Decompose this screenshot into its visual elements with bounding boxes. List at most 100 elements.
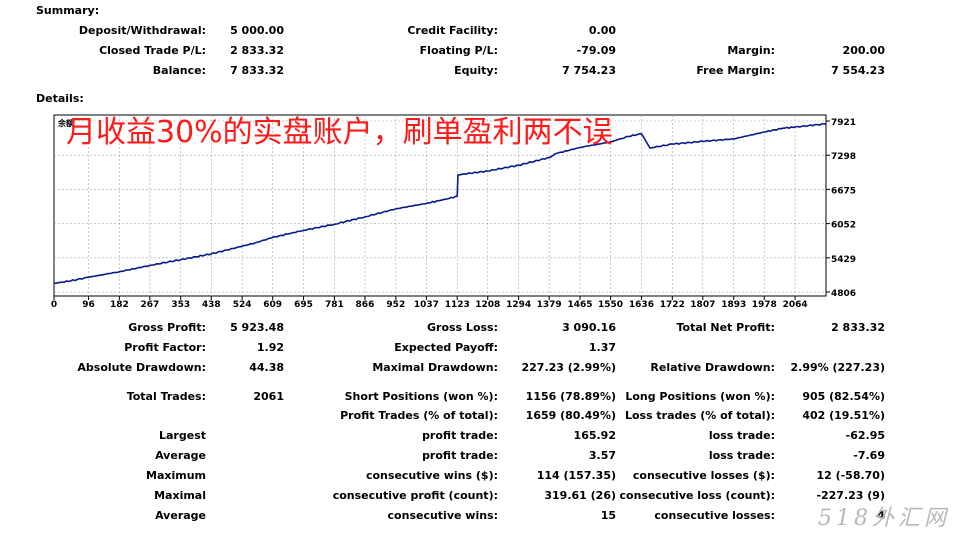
x-tick-label: 1208 xyxy=(475,300,500,310)
stat-value: 905 (82.54%) xyxy=(802,390,885,403)
stat-value: 165.92 xyxy=(573,429,616,442)
details-title: Details: xyxy=(36,92,84,105)
y-tick-label: 7921 xyxy=(831,118,856,128)
stat-label: Credit Facility: xyxy=(407,24,498,37)
stat-value: 0.00 xyxy=(588,24,616,37)
stat-value: -79.09 xyxy=(576,44,616,57)
stat-label: Floating P/L: xyxy=(419,44,498,57)
x-tick-label: 1379 xyxy=(537,300,562,310)
y-tick-label: 6052 xyxy=(831,221,856,231)
x-tick-label: 1978 xyxy=(752,300,777,310)
x-tick-label: 0 xyxy=(51,300,57,310)
stat-label: consecutive profit (count): xyxy=(332,489,498,502)
stat-value: -62.95 xyxy=(845,429,885,442)
stat-label: Total Net Profit: xyxy=(676,321,776,334)
stat-label: Average xyxy=(155,449,206,462)
stat-label: Profit Trades (% of total): xyxy=(340,409,498,422)
y-tick-label: 4806 xyxy=(831,289,856,299)
x-tick-label: 695 xyxy=(294,300,313,310)
stat-label: profit trade: xyxy=(422,449,498,462)
stat-value: 227.23 (2.99%) xyxy=(521,361,617,374)
stat-label: Margin: xyxy=(727,44,775,57)
x-tick-label: 524 xyxy=(233,300,252,310)
x-tick-label: 1893 xyxy=(721,300,746,310)
x-tick-label: 1123 xyxy=(445,300,470,310)
x-tick-label: 609 xyxy=(263,300,282,310)
stat-value: 7 833.32 xyxy=(230,64,284,77)
stat-value: 5 000.00 xyxy=(230,24,284,37)
x-tick-label: 267 xyxy=(140,300,159,310)
promo-overlay-text: 月收益30%的实盘账户，刷单盈利两不误 xyxy=(66,115,613,150)
stat-label: Largest xyxy=(159,429,206,442)
stat-label: Profit Factor: xyxy=(124,341,206,354)
stat-value: 7 554.23 xyxy=(831,64,885,77)
stat-label: loss trade: xyxy=(708,449,775,462)
x-tick-label: 1807 xyxy=(690,300,715,310)
x-tick-label: 952 xyxy=(386,300,405,310)
stat-value: 1.92 xyxy=(256,341,284,354)
x-tick-label: 2064 xyxy=(783,300,808,310)
stat-label: Gross Loss: xyxy=(427,321,498,334)
stat-value: 15 xyxy=(600,509,616,522)
x-tick-label: 438 xyxy=(202,300,221,310)
y-tick-label: 5429 xyxy=(831,255,856,265)
stat-value: 2061 xyxy=(253,390,284,403)
x-tick-label: 353 xyxy=(171,300,190,310)
stat-value: 2.99% (227.23) xyxy=(790,361,886,374)
stat-label: Maximum xyxy=(146,469,206,482)
stat-label: consecutive loss (count): xyxy=(619,489,775,502)
stat-label: Total Trades: xyxy=(126,390,206,403)
stat-label: consecutive wins ($): xyxy=(365,469,498,482)
site-watermark: 518外汇网 xyxy=(818,506,950,531)
stat-label: consecutive wins: xyxy=(387,509,498,522)
stat-value: 2 833.32 xyxy=(230,44,284,57)
stat-label: Deposit/Withdrawal: xyxy=(78,24,206,37)
x-tick-label: 1294 xyxy=(506,300,531,310)
stat-value: 200.00 xyxy=(842,44,885,57)
stat-label: Loss trades (% of total): xyxy=(624,409,775,422)
stat-value: 319.61 (26) xyxy=(544,489,616,502)
stat-label: Equity: xyxy=(454,64,498,77)
stat-value: 1659 (80.49%) xyxy=(525,409,616,422)
stat-label: Maximal Drawdown: xyxy=(372,361,498,374)
stat-value: 1156 (78.89%) xyxy=(525,390,616,403)
x-tick-label: 1037 xyxy=(414,300,439,310)
stat-label: consecutive losses: xyxy=(654,509,775,522)
x-tick-label: 866 xyxy=(356,300,375,310)
stat-value: -7.69 xyxy=(853,449,885,462)
summary-title: Summary: xyxy=(36,4,100,17)
x-tick-label: 1636 xyxy=(629,300,654,310)
stat-value: 2 833.32 xyxy=(831,321,885,334)
stat-value: 7 754.23 xyxy=(562,64,616,77)
x-tick-label: 1465 xyxy=(568,300,593,310)
stat-label: Relative Drawdown: xyxy=(650,361,775,374)
stat-label: Balance: xyxy=(152,64,206,77)
stat-label: Maximal xyxy=(154,489,206,502)
stat-value: 5 923.48 xyxy=(230,321,284,334)
stat-label: consecutive losses ($): xyxy=(632,469,775,482)
stat-label: Expected Payoff: xyxy=(394,341,498,354)
stat-label: Absolute Drawdown: xyxy=(77,361,206,374)
stat-value: 402 (19.51%) xyxy=(802,409,885,422)
stat-label: Average xyxy=(155,509,206,522)
stat-value: -227.23 (9) xyxy=(816,489,885,502)
stat-value: 12 (-58.70) xyxy=(816,469,885,482)
stat-value: 1.37 xyxy=(588,341,616,354)
stat-value: 44.38 xyxy=(249,361,284,374)
stat-value: 114 (157.35) xyxy=(536,469,616,482)
x-tick-label: 1722 xyxy=(660,300,685,310)
stat-label: loss trade: xyxy=(708,429,775,442)
x-tick-label: 96 xyxy=(82,300,95,310)
stat-value: 3 090.16 xyxy=(562,321,616,334)
stat-value: 4 xyxy=(877,509,885,522)
stat-label: Long Positions (won %): xyxy=(625,390,775,403)
x-tick-label: 182 xyxy=(110,300,129,310)
y-tick-label: 7298 xyxy=(831,152,856,162)
stat-label: Short Positions (won %): xyxy=(344,390,498,403)
stat-label: profit trade: xyxy=(422,429,498,442)
x-tick-label: 781 xyxy=(325,300,344,310)
stat-label: Gross Profit: xyxy=(128,321,206,334)
x-tick-label: 1550 xyxy=(598,300,623,310)
stat-value: 3.57 xyxy=(588,449,616,462)
y-tick-label: 6675 xyxy=(831,186,856,196)
